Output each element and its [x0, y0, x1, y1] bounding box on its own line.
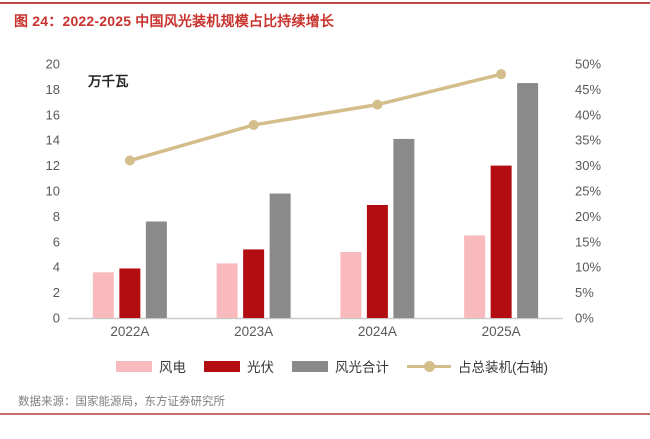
right-axis-tick-45: 45% [575, 82, 601, 97]
left-axis-tick-18: 18 [46, 82, 60, 97]
share-line [128, 72, 503, 163]
legend-item-share: 占总装机(右轴) [407, 356, 548, 376]
x-axis-label-2025A: 2025A [482, 324, 521, 339]
wind-bar-2024A [340, 251, 362, 318]
wind-bar-2023A [216, 263, 238, 318]
right-axis-tick-20: 20% [575, 209, 601, 224]
left-axis-tick-4: 4 [53, 260, 60, 275]
x-axis-label-2022A: 2022A [110, 324, 149, 339]
wind-bar-2025A [464, 235, 486, 318]
bottom-divider-rule [0, 413, 650, 415]
data-source-note: 数据来源：国家能源局，东方证券研究所 [18, 396, 225, 408]
solar-bar-2025A [490, 165, 512, 318]
wind-bar-2022A [92, 272, 114, 318]
legend-label-share: 占总装机(右轴) [458, 360, 548, 375]
left-axis-tick-14: 14 [46, 133, 60, 148]
left-axis-tick-6: 6 [53, 234, 60, 249]
right-axis-tick-5: 5% [575, 285, 594, 300]
legend-item-total: 风光合计 [292, 356, 389, 376]
solar-bar-2024A [366, 204, 388, 318]
left-axis-tick-12: 12 [46, 158, 60, 173]
wind-legend-swatch-icon [116, 360, 152, 372]
share-legend-line-icon [407, 360, 451, 372]
right-axis-tick-35: 35% [575, 133, 601, 148]
x-axis-label-2023A: 2023A [234, 324, 273, 339]
share-point-2022A [124, 155, 135, 166]
right-axis-tick-25: 25% [575, 184, 601, 199]
solar-bar-2023A [243, 249, 265, 318]
total-bar-2022A [145, 221, 167, 318]
figure-title: 图 24：2022-2025 中国风光装机规模占比持续增长 [14, 13, 335, 29]
total-bar-2024A [393, 138, 415, 318]
legend-label-wind: 风电 [159, 360, 186, 375]
share-point-2023A [248, 119, 259, 130]
share-legend-line-dot [424, 360, 435, 372]
total-bar-2023A [269, 193, 291, 318]
right-axis-tick-50: 50% [575, 57, 601, 72]
share-point-2025A [496, 69, 507, 80]
left-axis-tick-2: 2 [53, 285, 60, 300]
solar-legend-swatch-icon [204, 360, 240, 372]
right-axis-tick-10: 10% [575, 260, 601, 275]
left-axis-unit-label: 万千瓦 [87, 73, 129, 89]
left-axis-tick-8: 8 [53, 209, 60, 224]
total-bar-2025A [517, 83, 539, 318]
total-legend-swatch-icon [292, 360, 328, 372]
chart-legend: 风电 光伏 风光合计 占总装机(右轴) [0, 355, 650, 377]
x-axis-label-2024A: 2024A [358, 324, 397, 339]
share-point-2024A [372, 99, 383, 110]
legend-label-solar: 光伏 [247, 360, 274, 375]
legend-item-solar: 光伏 [204, 356, 274, 376]
top-divider-rule [0, 2, 650, 4]
left-axis-tick-16: 16 [46, 107, 60, 122]
legend-label-total: 风光合计 [335, 360, 389, 375]
solar-bar-2022A [119, 268, 141, 318]
right-axis-tick-40: 40% [575, 107, 601, 122]
right-axis-tick-0: 0% [575, 311, 594, 326]
left-axis-tick-0: 0 [53, 311, 60, 326]
legend-item-wind: 风电 [116, 356, 186, 376]
right-axis-tick-30: 30% [575, 158, 601, 173]
left-axis-tick-20: 20 [46, 57, 60, 72]
left-axis-tick-10: 10 [46, 184, 60, 199]
right-axis-tick-15: 15% [575, 234, 601, 249]
